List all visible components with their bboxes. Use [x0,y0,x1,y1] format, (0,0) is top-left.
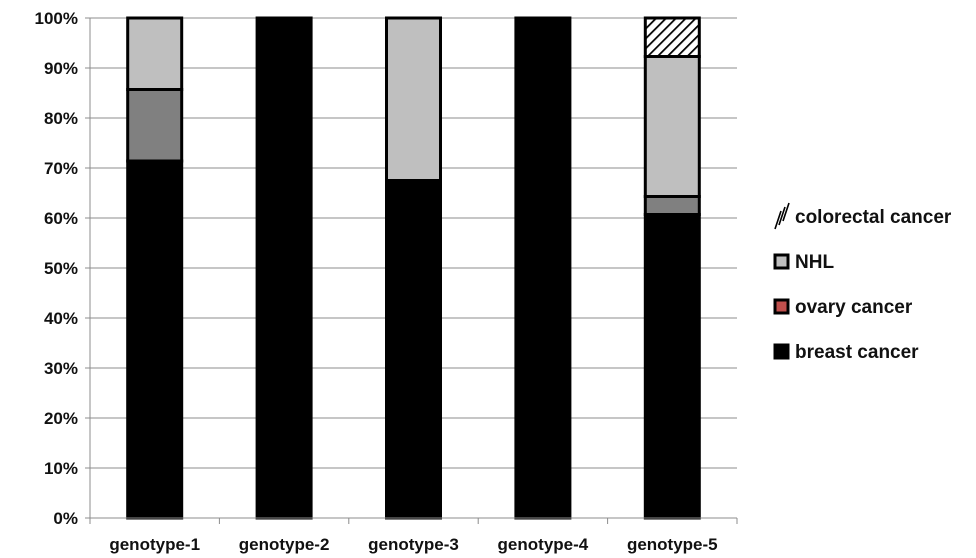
bar-segment [385,16,442,182]
y-tick-label: 50% [44,259,78,278]
bars [126,16,701,520]
legend-swatch-hatch-line [782,202,790,222]
legend-label: colorectal cancer [795,207,952,228]
y-tick-label: 20% [44,409,78,428]
legend-item: NHL [773,252,834,273]
y-tick-label: 40% [44,309,78,328]
bar-segment [126,16,184,91]
bar-segment [643,213,701,520]
legend-label: NHL [795,252,834,273]
legend-swatch-hatch-line [778,206,786,226]
legend-item: ovary cancer [773,297,913,318]
y-tick-label: 100% [35,9,78,28]
legend-swatch [773,253,790,270]
y-tick-label: 60% [44,209,78,228]
legend-label: ovary cancer [795,297,913,318]
bar-segment [514,16,572,520]
axes [89,18,738,524]
bar-segment [385,179,442,520]
x-category-label: genotype-1 [109,535,200,554]
x-category-label: genotype-5 [627,535,718,554]
y-tick-label: 80% [44,109,78,128]
y-tick-label: 70% [44,159,78,178]
legend: colorectal cancer NHL ovary cancer breast c… [773,202,952,363]
bar-segment [643,195,701,216]
legend-item: colorectal cancer [774,202,952,230]
legend-swatch [773,298,790,315]
legend-swatch [773,343,790,360]
legend-label: breast cancer [795,342,919,363]
bar-segment [126,159,184,520]
legend-item: breast cancer [773,342,919,363]
x-category-label: genotype-3 [368,535,459,554]
bar-segment [643,55,701,198]
legend-swatch-hatch-line [774,210,782,230]
y-tick-label: 10% [44,459,78,478]
y-tick-label: 30% [44,359,78,378]
y-tick-label: 0% [53,509,78,528]
y-axis-tick-labels: 0% 10% 20% 30% 40% 50% 60% 70% 80% 90% 100% [35,9,78,528]
bar-segment [255,16,313,520]
x-axis-category-labels: genotype-1 genotype-2 genotype-3 genotype-4… [109,535,717,554]
x-category-label: genotype-4 [498,535,589,554]
x-category-label: genotype-2 [239,535,330,554]
legend-swatch [774,202,790,230]
bar-segment [643,16,701,58]
y-tick-label: 90% [44,59,78,78]
bar-segment [126,88,184,163]
